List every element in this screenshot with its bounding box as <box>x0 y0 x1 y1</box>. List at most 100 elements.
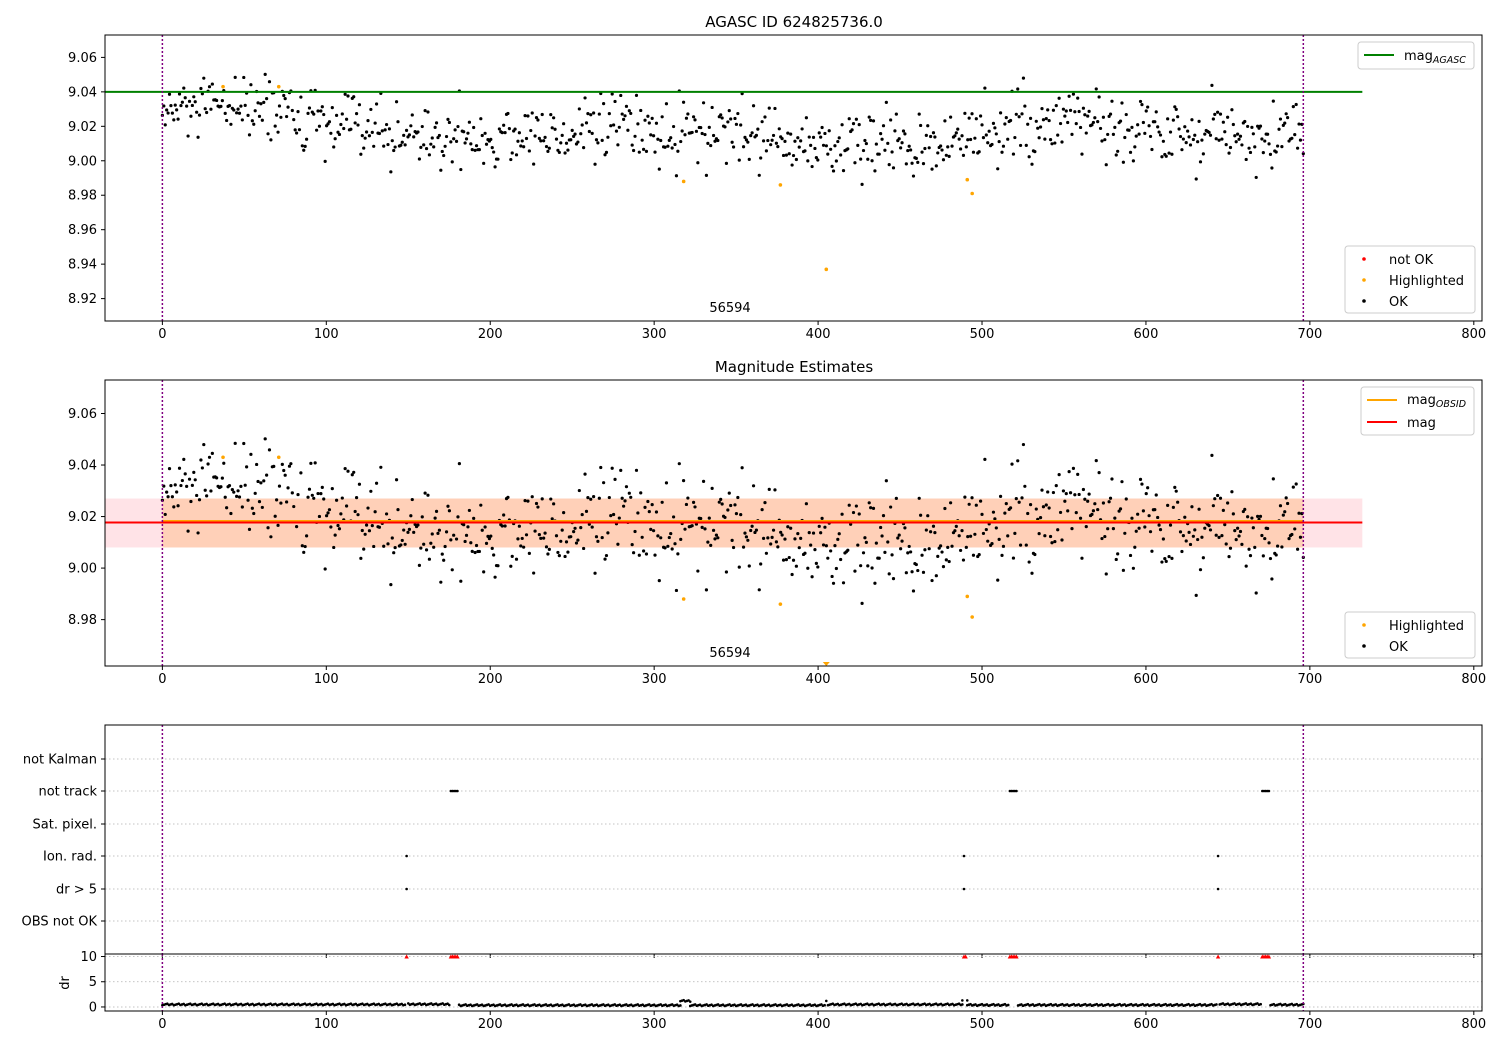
ok-point <box>1243 507 1247 511</box>
ok-point <box>240 505 244 509</box>
ok-point <box>553 127 557 131</box>
ok-point <box>1118 119 1123 123</box>
ok-point <box>573 526 577 530</box>
legend-label-highlighted: Highlighted <box>1389 274 1464 289</box>
ok-point <box>503 524 507 528</box>
ok-point <box>833 544 837 548</box>
ok-point <box>547 547 551 551</box>
ok-point <box>1060 538 1064 542</box>
ok-point <box>1138 99 1143 104</box>
ok-point <box>162 104 166 108</box>
ok-point <box>779 530 783 534</box>
ok-point <box>560 528 564 532</box>
ok-point <box>1110 477 1114 481</box>
ok-point <box>185 484 189 488</box>
ok-point <box>1100 536 1104 541</box>
ok-point <box>1104 163 1108 167</box>
ok-point <box>1040 488 1044 492</box>
ok-point <box>286 105 290 109</box>
ok-point <box>1110 99 1114 103</box>
ok-point <box>307 106 312 110</box>
ok-point <box>880 137 884 141</box>
ok-point <box>900 539 904 543</box>
ok-point <box>1236 132 1240 136</box>
ok-point <box>343 466 347 471</box>
ok-point <box>584 509 589 513</box>
ok-point <box>933 530 937 535</box>
ok-point <box>412 530 416 534</box>
ok-point <box>839 557 843 562</box>
ok-point <box>771 528 776 532</box>
ok-point <box>1053 141 1057 145</box>
ok-point <box>1260 137 1264 141</box>
ok-point <box>409 514 413 518</box>
ok-point <box>1008 506 1013 510</box>
ok-point <box>847 503 851 507</box>
ok-point <box>469 541 473 545</box>
ok-point <box>496 564 500 568</box>
ok-point <box>1283 510 1287 514</box>
ok-point <box>923 146 927 151</box>
ok-point <box>1166 117 1170 121</box>
ok-point <box>1086 499 1090 503</box>
ok-point <box>670 146 674 150</box>
ok-point <box>671 124 676 129</box>
ok-point <box>823 131 827 136</box>
ok-point <box>209 107 213 111</box>
ok-point <box>740 92 744 96</box>
ok-point <box>1077 109 1081 114</box>
ok-point <box>1194 593 1198 597</box>
ok-point <box>483 131 487 135</box>
ok-point <box>300 544 304 548</box>
ok-point <box>1228 145 1233 150</box>
ok-point <box>586 112 590 116</box>
panel-magnitude-estimates: Magnitude Estimates 56594 8.989.009.029.… <box>68 358 1486 687</box>
ok-point <box>947 559 951 564</box>
legend-label-mag-agasc: magAGASC <box>1404 49 1466 66</box>
ok-point <box>346 469 350 473</box>
x-tick-label: 400 <box>806 672 831 687</box>
ok-point <box>771 133 776 138</box>
ok-point <box>417 157 422 161</box>
ok-point <box>602 481 606 485</box>
ok-point <box>534 501 539 506</box>
ok-point <box>390 536 394 540</box>
ok-point <box>1268 152 1273 156</box>
ok-point <box>1121 160 1125 164</box>
ok-point <box>746 538 750 542</box>
ok-point <box>624 485 629 489</box>
ok-point <box>1153 508 1157 512</box>
ok-point <box>424 548 429 552</box>
panel-4-frame <box>104 953 1483 1012</box>
ok-point <box>1191 137 1195 142</box>
ok-point <box>1284 112 1288 116</box>
ok-point <box>1170 556 1174 560</box>
ok-point <box>359 556 363 560</box>
ok-point <box>592 111 596 115</box>
ok-point <box>874 142 878 146</box>
ok-point <box>526 114 530 118</box>
ok-point <box>754 528 759 532</box>
ok-point <box>520 139 524 143</box>
ok-point <box>1106 527 1110 531</box>
ok-point <box>727 109 731 113</box>
ok-point <box>1268 556 1273 561</box>
ok-point <box>195 110 199 114</box>
ok-point <box>572 530 576 534</box>
ok-point <box>1207 130 1211 134</box>
ok-point <box>1258 124 1263 128</box>
ok-point <box>176 504 180 508</box>
ok-point <box>634 468 639 472</box>
ok-point <box>506 495 510 499</box>
ok-point <box>246 113 250 117</box>
ok-point <box>1063 499 1067 503</box>
ok-point <box>600 535 604 540</box>
ok-point <box>420 515 424 519</box>
y-tick-label: 8.92 <box>68 292 97 307</box>
ok-point <box>1301 152 1305 156</box>
ok-point <box>1037 136 1041 140</box>
ok-point <box>399 143 403 147</box>
ok-point <box>633 134 637 138</box>
ok-point <box>593 162 597 166</box>
ok-point <box>207 455 212 459</box>
